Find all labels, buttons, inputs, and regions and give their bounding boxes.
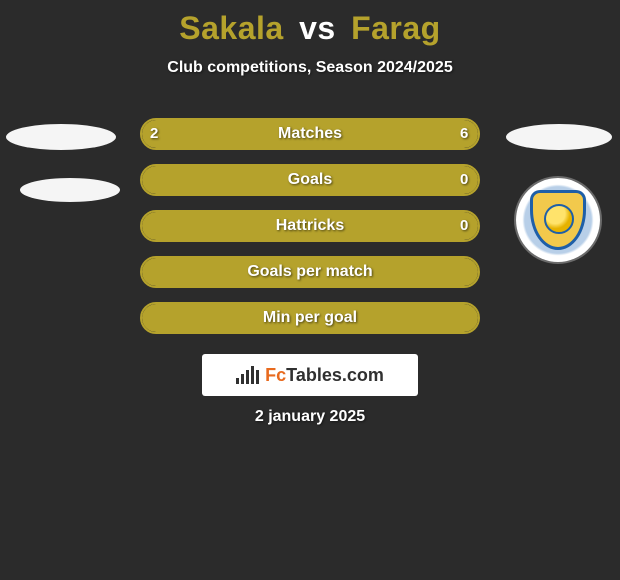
stat-value-right: 0 — [460, 164, 468, 196]
stat-row-matches: 2 6 Matches — [0, 118, 620, 152]
brand-watermark: FcTables.com — [202, 354, 418, 396]
bar-track — [140, 302, 480, 334]
bar-fill-full — [142, 258, 478, 286]
bar-track — [140, 118, 480, 150]
stat-value-left: 2 — [150, 118, 158, 150]
bar-track — [140, 210, 480, 242]
stat-row-goals-per-match: Goals per match — [0, 256, 620, 290]
bar-fill-full — [142, 212, 478, 240]
comparison-title: Sakala vs Farag — [0, 0, 620, 47]
bar-fill-right — [216, 120, 478, 148]
vs-separator: vs — [299, 10, 336, 46]
bar-track — [140, 256, 480, 288]
stat-row-min-per-goal: Min per goal — [0, 302, 620, 336]
stat-row-goals: 0 Goals — [0, 164, 620, 198]
player2-name: Farag — [351, 10, 441, 46]
player1-name: Sakala — [179, 10, 283, 46]
bar-fill-full — [142, 166, 478, 194]
brand-bars-icon — [236, 366, 259, 384]
stat-value-right: 0 — [460, 210, 468, 242]
stat-bars: 2 6 Matches 0 Goals 0 Hattricks Goals pe… — [0, 118, 620, 348]
bar-fill-full — [142, 304, 478, 332]
brand-text: FcTables.com — [265, 365, 384, 386]
stat-row-hattricks: 0 Hattricks — [0, 210, 620, 244]
subtitle: Club competitions, Season 2024/2025 — [0, 59, 620, 77]
footer-date: 2 january 2025 — [0, 408, 620, 426]
bar-track — [140, 164, 480, 196]
brand-text-prefix: Fc — [265, 365, 286, 385]
stat-value-right: 6 — [460, 118, 468, 150]
brand-text-suffix: Tables.com — [286, 365, 384, 385]
